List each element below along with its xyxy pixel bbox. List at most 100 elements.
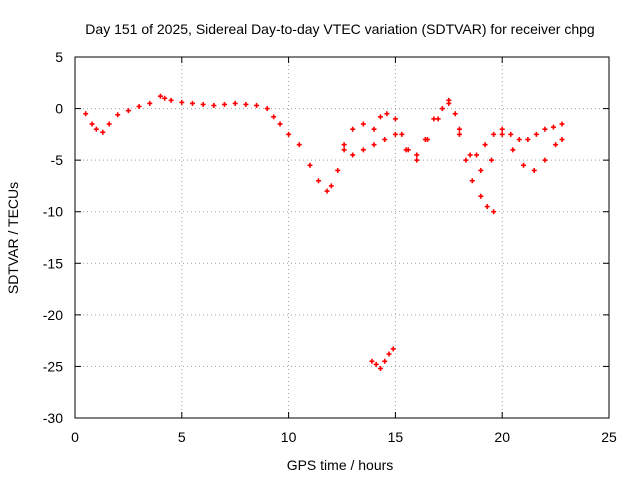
data-point — [243, 101, 249, 107]
data-point — [525, 137, 531, 143]
data-point — [157, 93, 163, 99]
data-point — [469, 178, 475, 184]
data-point — [264, 106, 270, 112]
x-tick-label: 10 — [281, 429, 297, 445]
data-point — [559, 121, 565, 127]
data-point — [431, 116, 437, 122]
data-point — [377, 114, 383, 120]
data-point — [456, 126, 462, 132]
data-point — [371, 126, 377, 132]
data-point — [360, 147, 366, 153]
data-point — [533, 131, 539, 137]
data-point — [491, 131, 497, 137]
y-tick-label: -20 — [43, 307, 63, 323]
data-point — [414, 152, 420, 158]
data-point — [550, 124, 556, 130]
data-point — [456, 131, 462, 137]
data-point — [446, 100, 452, 106]
data-point — [516, 137, 522, 143]
data-point — [254, 102, 260, 108]
data-point — [474, 152, 480, 158]
y-tick-label: -10 — [43, 204, 63, 220]
data-point — [369, 358, 375, 364]
data-point — [93, 126, 99, 132]
x-tick-label: 20 — [494, 429, 510, 445]
y-tick-label: 0 — [55, 101, 63, 117]
y-axis-label: SDTVAR / TECUs — [5, 182, 21, 294]
data-point — [373, 361, 379, 367]
data-point — [531, 167, 537, 173]
data-point — [179, 99, 185, 105]
data-point — [542, 157, 548, 163]
data-point — [350, 152, 356, 158]
data-point — [482, 142, 488, 148]
data-point — [392, 116, 398, 122]
data-point — [489, 157, 495, 163]
data-point — [382, 137, 388, 143]
data-point — [100, 129, 106, 135]
data-point — [211, 102, 217, 108]
data-point — [341, 147, 347, 153]
data-point — [125, 108, 131, 114]
data-point — [478, 167, 484, 173]
data-point — [136, 104, 142, 110]
x-tick-label: 15 — [388, 429, 404, 445]
data-point — [316, 178, 322, 184]
series-sdtvar-outlier — [369, 346, 396, 371]
data-point — [390, 346, 396, 352]
y-tick-label: -15 — [43, 255, 63, 271]
x-tick-label: 5 — [178, 429, 186, 445]
y-tick-label: -30 — [43, 410, 63, 426]
data-point — [377, 365, 383, 371]
data-point — [559, 137, 565, 143]
data-point — [435, 116, 441, 122]
data-point — [200, 101, 206, 107]
data-point — [463, 157, 469, 163]
data-point — [499, 126, 505, 132]
data-points — [83, 93, 565, 371]
data-point — [384, 111, 390, 117]
data-point — [452, 111, 458, 117]
data-point — [439, 106, 445, 112]
data-point — [115, 112, 121, 118]
data-point — [521, 162, 527, 168]
data-point — [499, 131, 505, 137]
data-point — [147, 100, 153, 106]
series-sdtvar — [83, 93, 497, 215]
data-point — [350, 126, 356, 132]
data-point — [222, 101, 228, 107]
data-point — [335, 167, 341, 173]
x-tick-label: 25 — [601, 429, 617, 445]
data-point — [508, 131, 514, 137]
data-point — [162, 95, 168, 101]
data-point — [399, 131, 405, 137]
data-point — [478, 193, 484, 199]
data-point — [403, 147, 409, 153]
data-point — [382, 358, 388, 364]
y-tick-label: 5 — [55, 49, 63, 65]
data-point — [232, 100, 238, 106]
chart-title: Day 151 of 2025, Sidereal Day-to-day VTE… — [85, 21, 594, 37]
data-point — [286, 131, 292, 137]
data-point — [277, 121, 283, 127]
grid — [75, 57, 609, 418]
data-point — [414, 157, 420, 163]
x-axis-label: GPS time / hours — [287, 457, 394, 473]
series-sdtvar-branch — [341, 100, 565, 173]
data-point — [106, 121, 112, 127]
data-point — [484, 204, 490, 210]
data-point — [328, 183, 334, 189]
data-point — [168, 97, 174, 103]
data-point — [189, 100, 195, 106]
axis-ticks: 0 5 10 15 20 25 5 0 -5 -10 -15 -20 -25 -30 — [43, 49, 617, 445]
data-point — [424, 137, 430, 143]
data-point — [371, 142, 377, 148]
data-point — [341, 142, 347, 148]
y-tick-label: -25 — [43, 358, 63, 374]
data-point — [296, 142, 302, 148]
data-point — [553, 142, 559, 148]
plot-frame — [74, 56, 610, 419]
data-point — [510, 147, 516, 153]
data-point — [89, 121, 95, 127]
data-point — [83, 111, 89, 117]
